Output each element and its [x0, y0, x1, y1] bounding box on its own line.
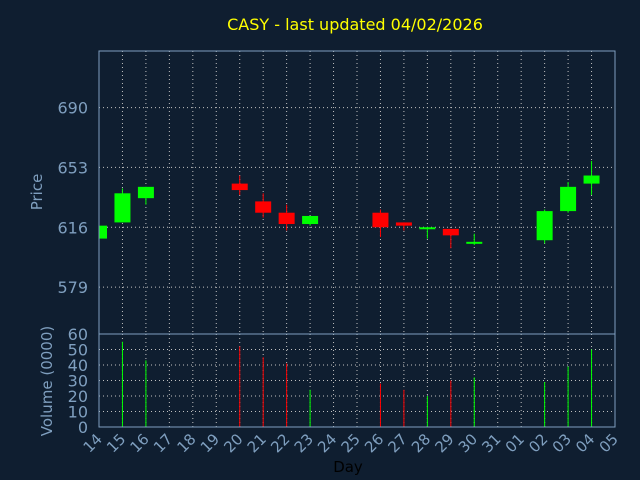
candle-body: [583, 175, 600, 184]
x-tick-label: 15: [103, 430, 129, 456]
volume-panel-frame: [98, 333, 616, 428]
candle-body: [419, 227, 436, 230]
x-tick-label: 25: [338, 430, 364, 456]
price-tick-labels: 579 616 653 690: [57, 99, 88, 298]
chart-title: CASY - last updated 04/02/2026: [227, 15, 483, 34]
volume-tick-label: 10: [68, 403, 88, 422]
candle-body: [442, 228, 459, 236]
x-tick-label: 27: [385, 430, 411, 456]
candle: [560, 181, 577, 213]
x-axis-label: Day: [333, 458, 363, 476]
candle: [419, 227, 436, 239]
candle-body: [536, 211, 553, 241]
x-tick-label: 31: [478, 430, 504, 456]
candle-body: [231, 183, 248, 191]
x-tick-label: 26: [361, 430, 387, 456]
candle-body: [466, 241, 483, 244]
candle-body: [255, 201, 272, 213]
x-tick-label: 22: [267, 430, 293, 456]
volume-grid: [98, 333, 616, 428]
candle: [466, 233, 483, 246]
x-tick-label: 23: [291, 430, 317, 456]
x-tick-label: 19: [197, 430, 223, 456]
price-grid: [98, 51, 616, 334]
price-axis-label: Price: [28, 174, 46, 211]
x-tick-label: 30: [455, 430, 481, 456]
x-tick-label: 18: [173, 430, 199, 456]
x-tick-label: 03: [549, 430, 575, 456]
candle: [255, 193, 272, 218]
price-tick-label: 690: [57, 99, 88, 118]
volume-axis-label: Volume (0000): [38, 326, 56, 436]
price-tick-label: 579: [57, 278, 88, 297]
candle: [114, 188, 131, 223]
x-tick-label: 01: [502, 430, 528, 456]
candle-body: [278, 212, 295, 225]
price-tick-label: 616: [57, 218, 88, 237]
x-tick-label: 20: [220, 430, 246, 456]
x-tick-label: 04: [572, 430, 598, 456]
candle-body: [395, 222, 412, 226]
x-tick-label: 16: [127, 430, 153, 456]
volume-tick-label: 20: [68, 387, 88, 406]
x-tick-label: 24: [314, 430, 340, 456]
candle-body: [560, 186, 577, 212]
candle: [583, 160, 600, 195]
volume-tick-label: 60: [68, 325, 88, 344]
candle: [98, 224, 107, 241]
candle-body: [372, 212, 389, 228]
x-tick-labels: 1415161718192021222324252627282930310102…: [80, 430, 622, 456]
x-tick-label: 05: [596, 430, 622, 456]
candle-body: [114, 193, 131, 223]
candle-body: [137, 186, 154, 199]
x-tick-label: 17: [150, 430, 176, 456]
candle: [302, 215, 319, 226]
candle: [372, 209, 389, 237]
volume-tick-label: 50: [68, 341, 88, 360]
price-candles: [98, 160, 600, 249]
candle-body: [302, 215, 319, 225]
price-tick-label: 653: [57, 158, 88, 177]
candle: [231, 175, 248, 195]
volume-tick-label: 30: [68, 372, 88, 391]
x-tick-label: 02: [525, 430, 551, 456]
candle: [395, 222, 412, 231]
candle-body: [99, 225, 107, 239]
x-tick-label: 21: [244, 430, 270, 456]
x-tick-label: 28: [408, 430, 434, 456]
volume-tick-label: 40: [68, 356, 88, 375]
candle: [442, 228, 459, 249]
candle: [278, 204, 295, 231]
x-tick-label: 29: [431, 430, 457, 456]
volume-bars: [121, 341, 593, 427]
volume-tick-label: 0: [78, 418, 88, 437]
candle: [137, 186, 154, 205]
candle: [536, 209, 553, 244]
